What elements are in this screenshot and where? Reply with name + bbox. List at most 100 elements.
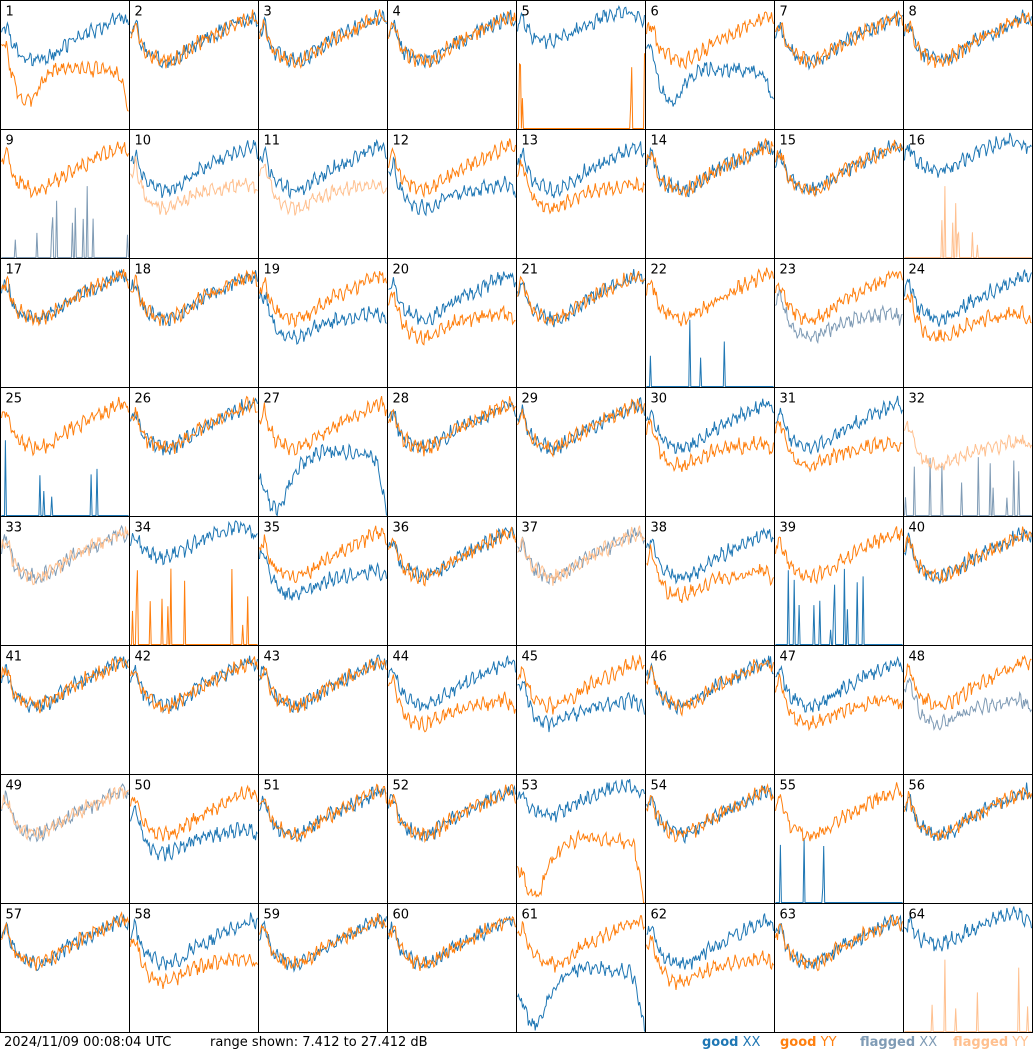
antenna-panel-51: 51 [258,774,388,904]
panel-frame [0,129,130,259]
antenna-panel-48: 48 [903,645,1033,775]
panel-frame [903,645,1033,775]
panel-label: 19 [264,263,281,278]
panel-label: 50 [135,779,152,794]
antenna-panel-5: 5 [516,0,646,130]
antenna-panel-57: 57 [0,903,130,1033]
series-yy-line [388,396,516,457]
panel-frame [774,387,904,517]
series-yy-line [130,656,258,714]
series-yy-line [775,673,903,732]
antenna-panel-56: 56 [903,774,1033,904]
antenna-panel-28: 28 [387,387,517,517]
series-xx-line [130,804,258,862]
panel-label: 39 [780,521,797,536]
series-xx-line [775,568,903,645]
antenna-panel-12: 12 [387,129,517,259]
antenna-panel-10: 10 [129,129,259,259]
panel-label: 63 [780,908,797,923]
antenna-panel-35: 35 [258,516,388,646]
timestamp: 2024/11/09 00:08:04 UTC [4,1035,172,1050]
panel-label: 24 [909,263,926,278]
series-yy-line [517,915,645,973]
series-yy-line [904,186,1032,258]
series-yy-line [646,11,774,70]
panel-label: 33 [6,521,23,536]
antenna-panel-38: 38 [645,516,775,646]
panel-label: 41 [6,650,23,665]
series-xx-line [388,654,516,712]
series-yy-line [646,267,774,327]
antenna-panel-26: 26 [129,387,259,517]
panel-frame [516,387,646,517]
antenna-panel-60: 60 [387,903,517,1033]
panel-label: 60 [393,908,410,923]
series-yy-line [646,659,774,717]
series-yy-line [1,141,129,199]
panel-label: 20 [393,263,410,278]
series-yy-line [130,395,258,454]
panel-label: 18 [135,263,152,278]
panel-frame [774,0,904,130]
legend-good-yy-label: good [780,1035,817,1050]
antenna-panel-24: 24 [903,258,1033,388]
series-xx-line [388,271,516,326]
legend-flagged-yy-label: flagged [953,1035,1009,1050]
series-yy-line [259,395,387,456]
series-xx-line [775,838,903,903]
panel-label: 13 [522,134,539,149]
series-yy-line [904,420,1032,472]
panel-label: 17 [6,263,23,278]
antenna-panel-31: 31 [774,387,904,517]
antenna-panel-41: 41 [0,645,130,775]
series-xx-line [388,784,516,843]
antenna-panel-50: 50 [129,774,259,904]
panel-label: 46 [651,650,668,665]
series-yy-line [388,674,516,733]
panel-frame [129,258,259,388]
legend-flagged-xx-pol: XX [919,1035,938,1050]
series-yy-line [130,938,258,989]
series-yy-line [388,526,516,587]
panel-frame [0,903,130,1033]
series-xx-line [130,11,258,69]
series-yy-line [775,9,903,70]
antenna-panel-33: 33 [0,516,130,646]
series-xx-line [259,138,387,200]
series-yy-line [130,784,258,842]
series-yy-line [646,418,774,473]
antenna-panel-19: 19 [258,258,388,388]
series-yy-line [775,526,903,585]
series-yy-line [388,915,516,971]
panel-label: 3 [264,5,272,20]
series-xx-line [259,443,387,517]
series-xx-line [517,396,645,456]
antenna-panel-23: 23 [774,258,904,388]
antenna-panel-27: 27 [258,387,388,517]
series-xx-line [130,270,258,327]
panel-label: 14 [651,134,668,149]
panel-label: 57 [6,908,23,923]
panel-frame [129,387,259,517]
panel-label: 21 [522,263,539,278]
panel-frame [516,0,646,130]
panel-label: 32 [909,392,926,407]
antenna-panel-49: 49 [0,774,130,904]
panel-label: 47 [780,650,797,665]
panel-frame [774,903,904,1033]
series-xx-line [904,677,1032,731]
series-xx-line [646,655,774,716]
panel-frame [387,516,517,646]
antenna-panel-7: 7 [774,0,904,130]
panel-label: 61 [522,908,539,923]
series-yy-line [1,786,129,841]
series-xx-line [388,156,516,217]
series-xx-line [646,319,774,387]
panel-label: 37 [522,521,539,536]
series-yy-line [517,270,645,326]
panel-label: 51 [264,779,281,794]
panel-frame [774,258,904,388]
series-xx-line [259,548,387,601]
antenna-panel-45: 45 [516,645,646,775]
panel-label: 27 [264,392,281,407]
